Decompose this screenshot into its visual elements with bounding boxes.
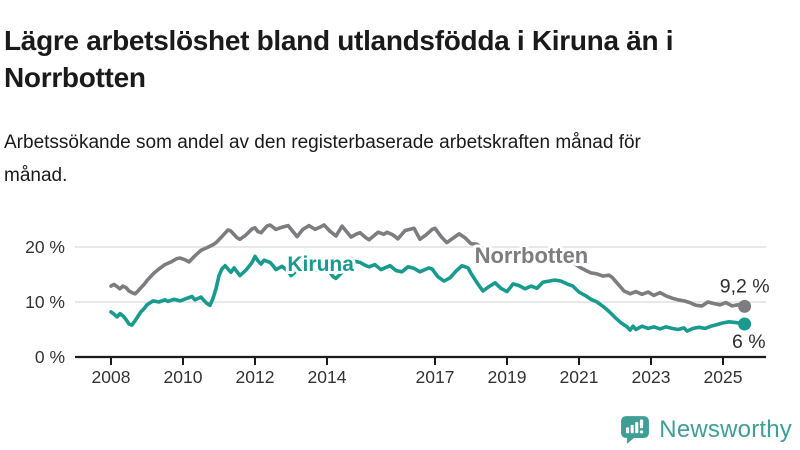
line-series-norrbotten: [109, 223, 747, 309]
x-tick-label: 2023: [632, 367, 671, 387]
page-title: Lägre arbetslöshet bland utlandsfödda i …: [4, 24, 674, 93]
end-value-label-kiruna: 6 %: [732, 331, 766, 353]
end-value-label-norrbotten: 9,2 %: [720, 275, 770, 297]
end-dot-kiruna: [738, 317, 752, 331]
x-tick-label: 2019: [488, 367, 527, 387]
x-tick-label: 2012: [236, 367, 275, 387]
y-tick-label: 0 %: [35, 347, 65, 367]
chart-subtitle: Arbetssökande som andel av den registerb…: [4, 132, 641, 186]
line-series-kiruna: [109, 254, 747, 333]
newsworthy-speech-bubble-chart-icon: [621, 416, 650, 444]
y-tick-label: 20 %: [25, 237, 65, 257]
newsworthy-logo: Newsworthy: [620, 415, 792, 445]
x-tick-label: 2017: [416, 367, 455, 387]
y-tick-label: 10 %: [25, 292, 65, 312]
x-tick-label: 2008: [92, 367, 131, 387]
x-tick-label: 2025: [704, 367, 743, 387]
end-dot-norrbotten: [738, 299, 752, 313]
series-label-kiruna: Kiruna: [287, 253, 354, 276]
newsworthy-wordmark: Newsworthy: [659, 416, 792, 443]
series-label-norrbotten: Norrbotten: [475, 243, 589, 268]
x-tick-label: 2010: [164, 367, 203, 387]
x-tick-label: 2021: [560, 367, 599, 387]
x-tick-label: 2014: [308, 367, 347, 387]
